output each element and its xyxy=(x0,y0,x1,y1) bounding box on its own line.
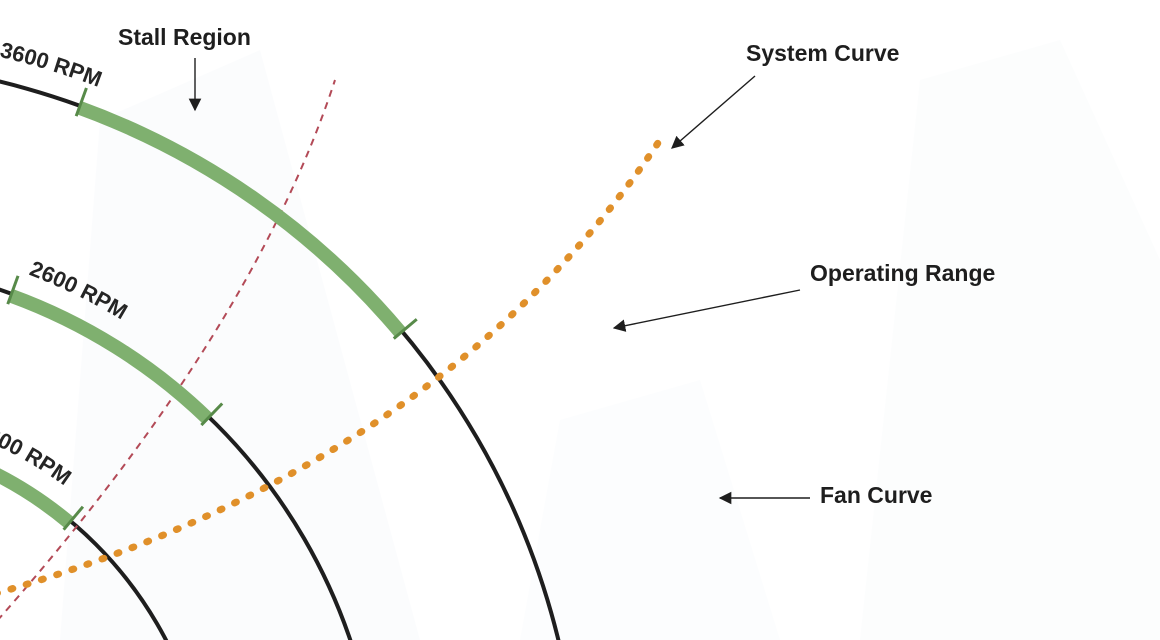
stall-label: Stall Region xyxy=(118,24,251,51)
operating-label: Operating Range xyxy=(810,260,995,287)
backdrop xyxy=(0,0,1160,640)
system-label: System Curve xyxy=(746,40,899,67)
fan-curve-diagram: 1600 RPM2600 RPM3600 RPM Stall Region Sys… xyxy=(0,0,1160,640)
diagram-svg: 1600 RPM2600 RPM3600 RPM xyxy=(0,0,1160,640)
fan-label: Fan Curve xyxy=(820,482,932,509)
